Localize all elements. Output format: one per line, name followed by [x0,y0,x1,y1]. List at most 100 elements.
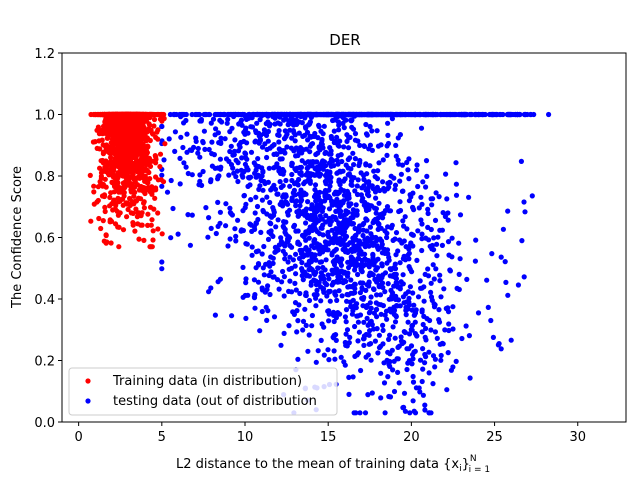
series-1-point [166,136,172,142]
series-1-point [417,357,424,363]
series-1-point [289,135,295,141]
series-1-point [251,295,258,301]
series-1-point [354,208,360,214]
series-1-point [411,302,417,308]
series-1-point [365,185,371,191]
series-1-point [420,179,426,185]
series-0-point [102,119,108,125]
series-1-point [300,327,306,333]
series-1-point [453,160,459,166]
series-1-point [352,156,358,162]
series-1-point [453,358,459,364]
series-1-point [367,123,373,130]
series-1-point [403,291,409,297]
series-0-point [112,221,119,227]
series-1-point [442,213,448,220]
series-1-point [271,209,277,215]
series-0-point [153,160,159,166]
series-1-point [372,205,378,211]
series-1-point [446,327,452,334]
series-0-point [145,128,151,134]
series-1-point [364,217,370,223]
series-1-point [335,119,341,125]
series-0-point [103,145,110,151]
series-1-point [521,199,527,205]
series-0-point [127,128,133,134]
series-1-point [313,257,319,263]
series-1-point [403,304,409,310]
series-1-point [300,318,307,324]
series-1-point [298,194,304,200]
series-1-point [431,235,437,241]
series-1-point [338,208,344,214]
series-0-point [128,189,134,195]
series-0-point [112,133,118,139]
series-1-point [356,241,362,247]
series-1-point [393,271,399,277]
series-0-point [155,136,161,142]
series-1-point [226,172,232,178]
series-1-point [407,410,413,416]
series-1-point [363,205,369,211]
series-1-point [294,198,300,204]
series-1-point [215,130,221,136]
series-1-point [213,230,219,237]
series-0-point [125,206,131,213]
series-1-point [411,207,417,213]
series-1-point [305,164,311,170]
series-1-point [421,284,427,290]
x-axis-label-prefix: L2 distance to the mean of training data [176,457,443,472]
series-1-point [385,132,391,138]
series-1-point [345,156,351,163]
series-0-point [94,145,100,151]
series-1-point [433,190,439,196]
series-1-point [259,251,265,257]
series-1-point [390,237,396,243]
series-1-point [404,346,410,352]
series-1-point [505,208,511,214]
series-1-point [363,257,369,263]
series-1-point [213,126,219,132]
series-1-point [338,354,344,360]
series-1-point [259,197,265,203]
series-1-point [426,370,432,376]
series-1-point [295,318,301,324]
series-1-point [276,242,282,248]
series-1-point [466,333,472,339]
series-1-point [434,241,440,247]
series-1-point [420,366,426,372]
series-1-point [189,212,195,218]
series-1-point [377,292,384,298]
series-1-point [410,379,417,385]
series-1-point [313,209,319,216]
series-1-point [388,111,394,118]
series-1-point [233,111,239,118]
series-1-point [248,149,255,155]
series-1-point [374,292,380,298]
series-0-point [108,190,114,196]
series-1-point [327,298,333,304]
series-1-point [360,195,366,201]
series-1-point [278,342,284,348]
series-1-point [222,111,228,118]
series-1-point [227,205,233,211]
series-0-point [98,170,105,176]
series-1-point [365,352,371,358]
series-1-point [346,391,352,397]
series-1-point [411,408,417,414]
series-0-point [145,211,151,217]
series-1-point [249,111,255,118]
legend-label-training: Training data (in distribution) [112,374,302,389]
series-1-point [286,266,292,272]
series-1-point [289,161,295,167]
series-1-point [324,293,330,299]
series-1-point [276,286,282,292]
series-1-point [358,367,364,374]
y-tick-label-5: 1.0 [34,109,55,124]
series-1-point [398,171,404,177]
series-0-point [103,168,109,175]
series-1-point [245,167,251,173]
x-tick-label-3: 15 [320,430,337,445]
series-1-point [467,375,473,381]
series-1-point [331,280,337,286]
